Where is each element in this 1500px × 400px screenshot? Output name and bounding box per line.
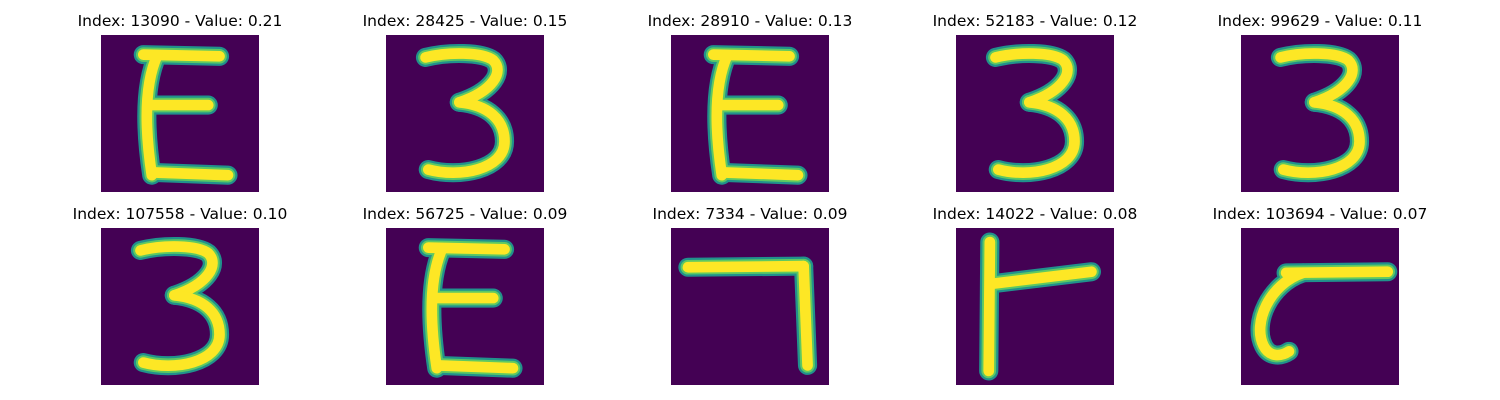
panel-title: Index: 56725 - Value: 0.09	[362, 205, 568, 223]
sample-panel: Index: 13090 - Value: 0.21	[60, 0, 300, 192]
glyph-stroke	[716, 167, 804, 181]
digit-image	[1241, 228, 1399, 385]
digit-image	[671, 35, 829, 192]
glyph-stroke	[983, 236, 996, 377]
panel-title: Index: 52183 - Value: 0.12	[932, 12, 1138, 30]
glyph-stroke	[422, 96, 510, 178]
panel-title: Index: 103694 - Value: 0.07	[1212, 205, 1428, 223]
panel-title: Index: 7334 - Value: 0.09	[652, 205, 848, 223]
digit-image	[1241, 35, 1399, 192]
sample-panel: Index: 103694 - Value: 0.07	[1200, 193, 1440, 385]
panel-title: Index: 99629 - Value: 0.11	[1217, 12, 1423, 30]
sample-panel: Index: 107558 - Value: 0.10	[60, 193, 300, 385]
glyph-stroke	[1254, 267, 1309, 361]
glyph-stroke	[682, 260, 809, 273]
sample-panel: Index: 14022 - Value: 0.08	[915, 193, 1155, 385]
panel-title: Index: 28910 - Value: 0.13	[647, 12, 853, 30]
sample-panel: Index: 28425 - Value: 0.15	[345, 0, 585, 192]
panel-title: Index: 14022 - Value: 0.08	[932, 205, 1138, 223]
glyph-stroke	[798, 260, 813, 371]
digit-image	[101, 35, 259, 192]
glyph-stroke	[984, 266, 1097, 290]
glyph-stroke	[1275, 48, 1358, 108]
digit-image	[386, 35, 544, 192]
glyph-stroke	[135, 241, 218, 301]
panel-title: Index: 28425 - Value: 0.15	[362, 12, 568, 30]
glyph-stroke	[431, 360, 519, 374]
digit-image	[956, 35, 1114, 192]
glyph-stroke	[992, 96, 1080, 178]
glyph-stroke	[1277, 96, 1365, 178]
sample-panel: Index: 56725 - Value: 0.09	[345, 193, 585, 385]
sample-panel: Index: 28910 - Value: 0.13	[630, 0, 870, 192]
panel-title: Index: 13090 - Value: 0.21	[77, 12, 283, 30]
glyph-stroke	[146, 167, 234, 181]
panel-title: Index: 107558 - Value: 0.10	[72, 205, 288, 223]
digit-image	[101, 228, 259, 385]
glyph-stroke	[137, 289, 225, 371]
glyph-stroke	[420, 48, 503, 108]
digit-image	[671, 228, 829, 385]
sample-panel: Index: 99629 - Value: 0.11	[1200, 0, 1440, 192]
digit-image	[386, 228, 544, 385]
glyph-stroke	[990, 48, 1073, 108]
sample-panel: Index: 52183 - Value: 0.12	[915, 0, 1155, 192]
sample-panel: Index: 7334 - Value: 0.09	[630, 193, 870, 385]
digit-image	[956, 228, 1114, 385]
